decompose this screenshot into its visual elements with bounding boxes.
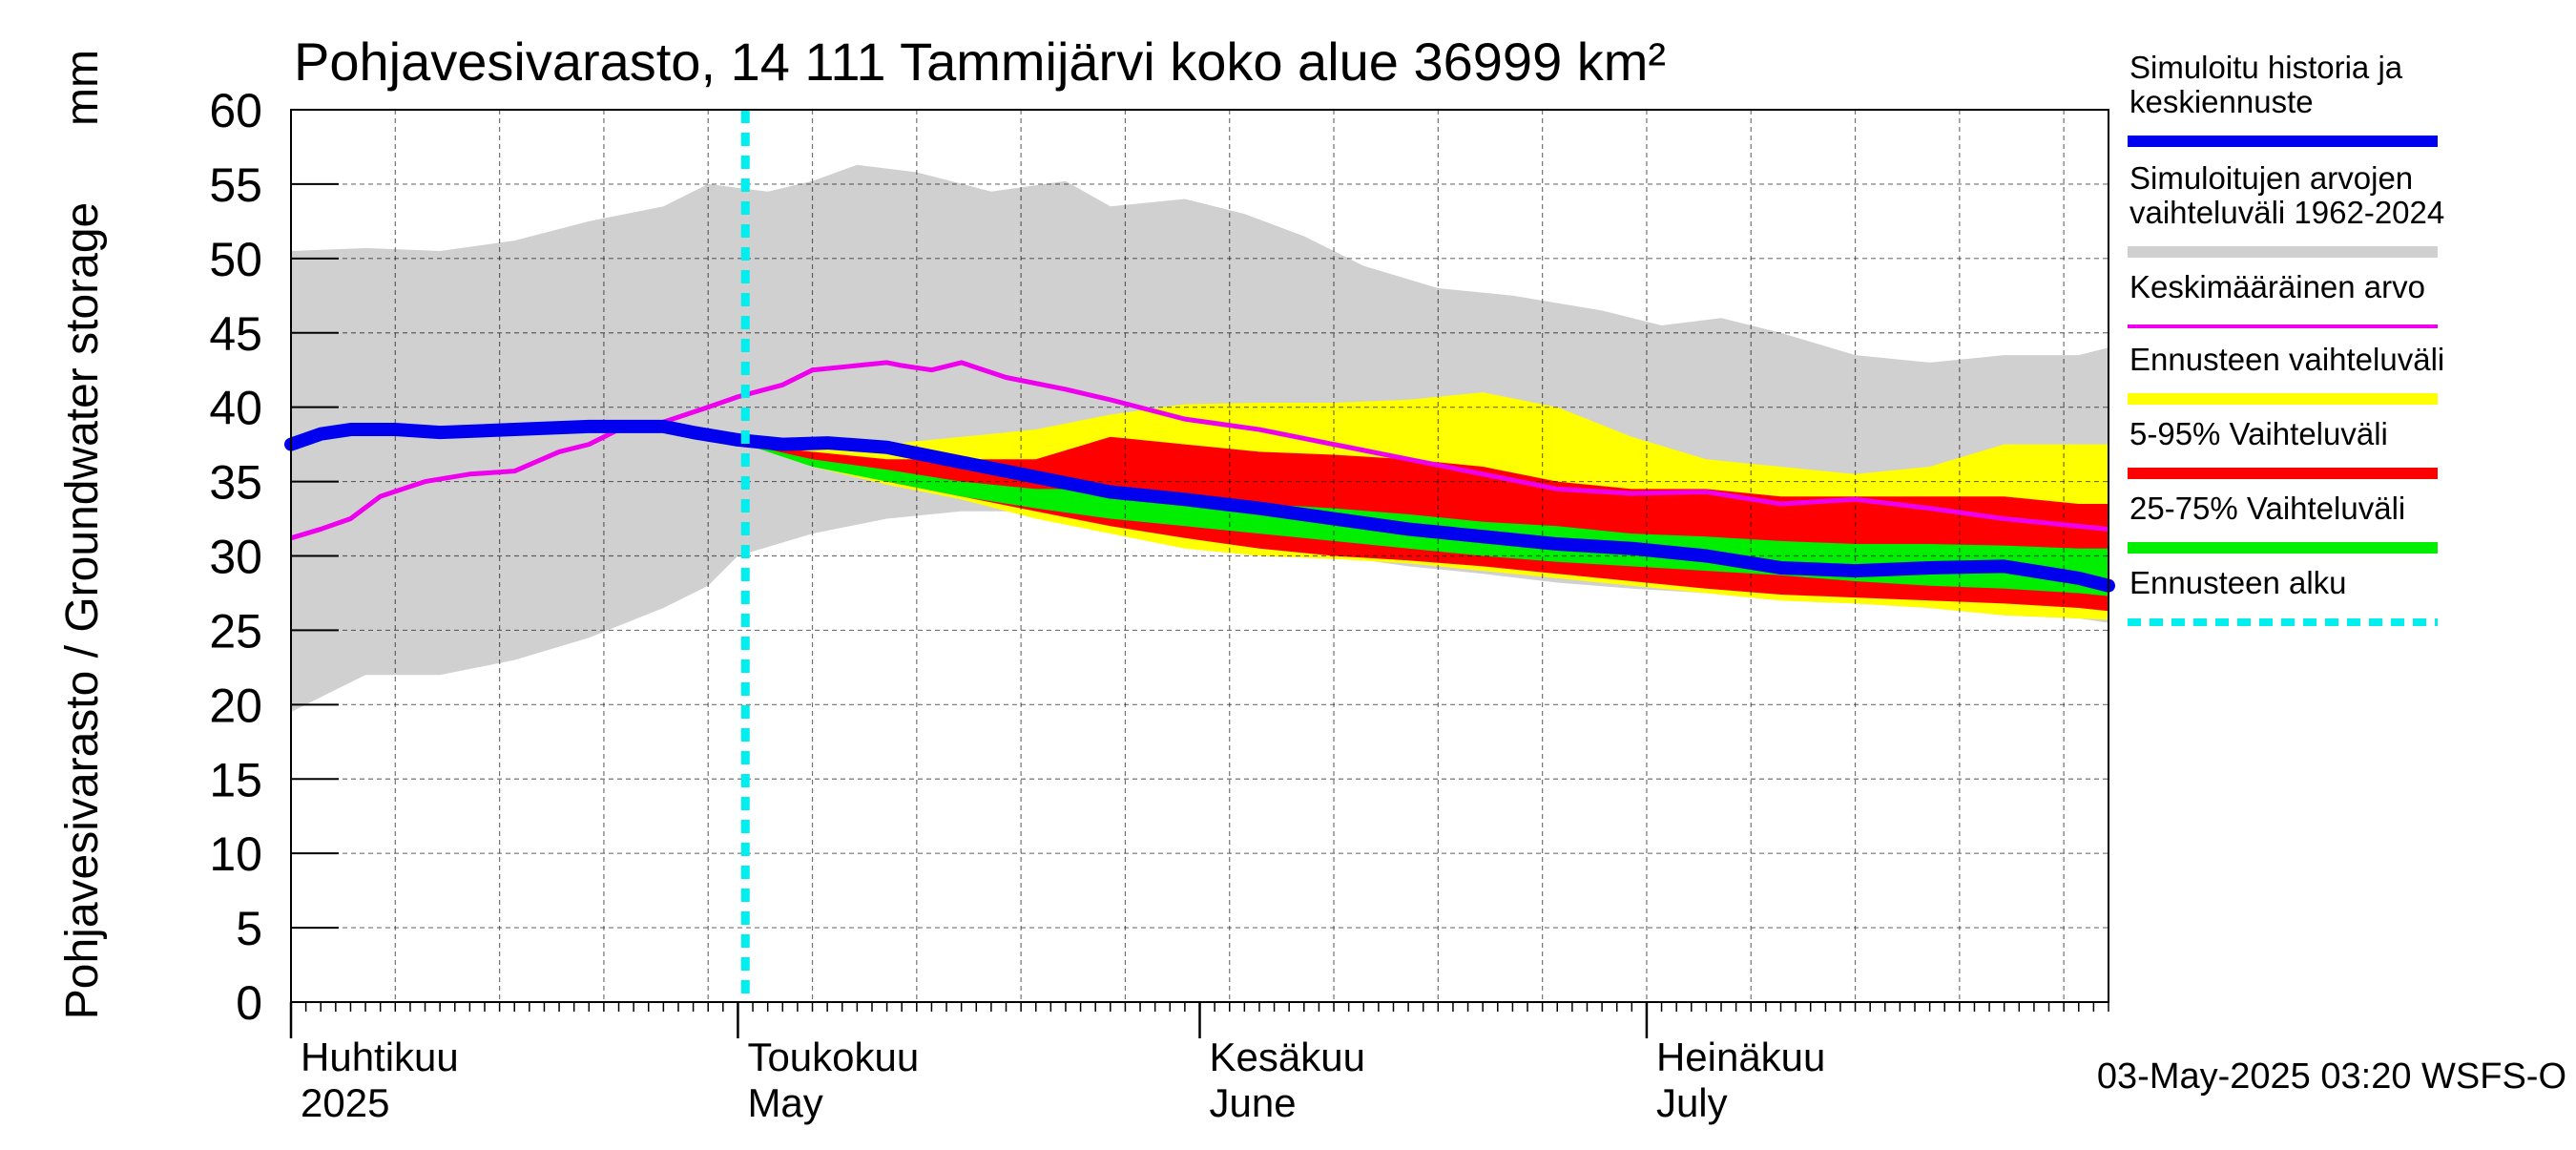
y-tick-label: 15 xyxy=(209,753,262,806)
y-tick-label: 30 xyxy=(209,531,262,584)
y-tick-label: 0 xyxy=(236,976,262,1030)
y-tick-label: 25 xyxy=(209,604,262,658)
legend-label: keskiennuste xyxy=(2129,84,2314,119)
y-tick-label: 60 xyxy=(209,84,262,137)
x-month-label-fi: Toukokuu xyxy=(747,1035,919,1079)
y-tick-label: 55 xyxy=(209,158,262,212)
y-tick-label: 10 xyxy=(209,827,262,881)
simulated-history-forecast-line xyxy=(284,419,2115,593)
x-month-label-en: June xyxy=(1210,1080,1297,1125)
y-tick-label: 35 xyxy=(209,456,262,510)
legend-label: Simuloitu historia ja xyxy=(2129,50,2403,85)
y-tick-label: 20 xyxy=(209,679,262,732)
y-tick-label: 50 xyxy=(209,233,262,286)
x-month-label-fi: Heinäkuu xyxy=(1656,1035,1825,1079)
y-axis-label: Pohjavesivarasto / Groundwater storage xyxy=(57,202,108,1019)
x-month-label-fi: Kesäkuu xyxy=(1210,1035,1365,1079)
legend-label: vaihteluväli 1962-2024 xyxy=(2129,195,2444,230)
legend-label: Keskimääräinen arvo xyxy=(2129,269,2425,304)
legend-label: 25-75% Vaihteluväli xyxy=(2129,491,2405,526)
mean-value-line xyxy=(290,360,2109,541)
p25-75-band xyxy=(745,444,2109,596)
legend-label: Ennusteen alku xyxy=(2129,565,2347,600)
chart-title: Pohjavesivarasto, 14 111 Tammijärvi koko… xyxy=(294,31,1666,92)
legend-label: Ennusteen vaihteluväli xyxy=(2129,342,2444,377)
footer-timestamp: 03-May-2025 03:20 WSFS-O xyxy=(2097,1056,2566,1097)
legend-label: Simuloitujen arvojen xyxy=(2129,160,2413,196)
legend-label: 5-95% Vaihteluväli xyxy=(2129,416,2388,451)
x-month-label-fi: Huhtikuu xyxy=(301,1035,459,1079)
x-month-label-en: May xyxy=(747,1080,822,1125)
x-month-label-en: July xyxy=(1656,1080,1728,1125)
y-tick-label: 45 xyxy=(209,307,262,361)
y-tick-label: 40 xyxy=(209,382,262,435)
y-axis-unit: mm xyxy=(57,50,108,126)
y-tick-label: 5 xyxy=(236,902,262,955)
x-month-label-en: 2025 xyxy=(301,1080,389,1125)
